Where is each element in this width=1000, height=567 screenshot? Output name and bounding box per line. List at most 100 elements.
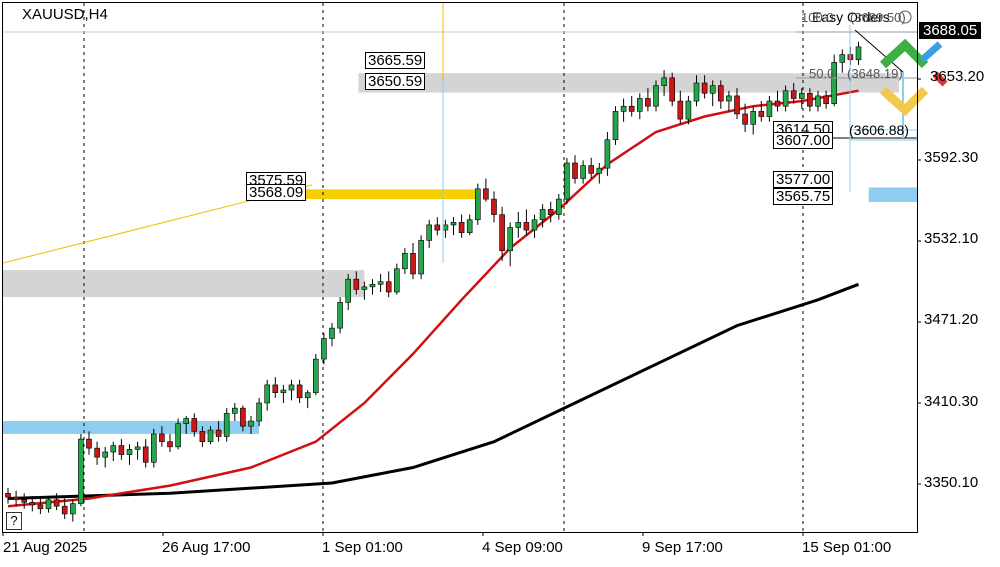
candle-body xyxy=(410,253,416,275)
zone-rect xyxy=(868,187,917,203)
candle-body xyxy=(426,224,433,241)
candle-body xyxy=(126,449,133,455)
current-price-marker: 3688.05 xyxy=(919,22,982,39)
level-label[interactable]: 3607.00 xyxy=(773,132,834,149)
candle-body xyxy=(677,100,684,120)
candle-body xyxy=(669,77,676,102)
price-tick: 3350.10 xyxy=(924,474,979,491)
candle-body xyxy=(248,420,254,427)
candle-body xyxy=(402,253,408,270)
level-label[interactable]: 3577.00 xyxy=(773,171,834,188)
candle-body xyxy=(555,198,562,215)
candle-body xyxy=(636,98,643,112)
candle-body xyxy=(296,384,303,399)
logo-red-stroke xyxy=(932,71,948,87)
candle-body xyxy=(13,496,19,501)
candle-body xyxy=(223,412,230,437)
time-tick: 15 Sep 01:00 xyxy=(802,539,892,556)
candle-body xyxy=(580,165,586,179)
candle-body xyxy=(321,338,327,360)
candle-body xyxy=(491,198,497,215)
level-label[interactable]: 3650.59 xyxy=(365,73,426,90)
fib-price-100: (3689.50) xyxy=(850,10,906,25)
candle-body xyxy=(78,438,84,504)
level-label[interactable]: 3568.09 xyxy=(246,184,307,201)
candle-body xyxy=(466,219,473,233)
easy-orders-icon xyxy=(898,10,912,24)
candle-body xyxy=(604,139,611,169)
candles[interactable] xyxy=(5,41,862,522)
candle-body xyxy=(167,441,173,448)
candle-body xyxy=(45,499,52,510)
candle-body xyxy=(628,105,635,112)
candle-body xyxy=(29,502,36,506)
fib-level-100: 100.0 xyxy=(801,10,834,25)
candle-body xyxy=(474,188,481,221)
help-icon[interactable]: ? xyxy=(6,512,22,530)
symbol-label: XAUUSD,H4 xyxy=(22,6,108,23)
candle-body xyxy=(393,268,400,293)
candle-body xyxy=(709,85,716,94)
candle-body xyxy=(855,46,862,61)
candle-body xyxy=(483,188,489,200)
candle-body xyxy=(588,165,595,174)
candle-body xyxy=(572,162,578,179)
fib-anchor-line xyxy=(854,29,904,73)
candle-body xyxy=(831,62,838,104)
candle-body xyxy=(61,505,68,515)
candle-body xyxy=(742,113,748,125)
candle-body xyxy=(272,384,279,393)
candle-body xyxy=(151,433,157,463)
fib-level-50: 50.0 xyxy=(809,66,835,81)
candle-body xyxy=(839,54,846,63)
ma-fast-line xyxy=(7,89,859,508)
candle-body xyxy=(758,111,765,117)
candle-body xyxy=(377,281,384,285)
candle-body xyxy=(21,499,28,503)
candle-body xyxy=(337,302,343,329)
candle-body xyxy=(515,222,522,228)
price-tick: 3592.30 xyxy=(924,149,979,166)
candle-body xyxy=(434,224,441,231)
candle-body xyxy=(5,492,11,498)
candle-body xyxy=(596,167,603,174)
logo-down-chevron xyxy=(879,86,929,117)
candle-body xyxy=(531,219,538,231)
candle-body xyxy=(183,418,189,424)
candle-body xyxy=(288,384,295,391)
candle-body xyxy=(37,504,44,510)
candle-body xyxy=(70,503,76,515)
candle-body xyxy=(191,418,198,432)
candle-body xyxy=(369,283,376,288)
plot-frame xyxy=(2,2,918,533)
time-tick: 21 Aug 2025 xyxy=(3,539,88,556)
price-tick: 3532.10 xyxy=(924,230,979,247)
candle-body xyxy=(807,93,813,107)
level-label[interactable]: 3565.75 xyxy=(773,188,834,205)
level-label[interactable]: 3665.59 xyxy=(365,52,426,69)
candle-body xyxy=(661,77,667,86)
candle-body xyxy=(207,429,214,442)
easy-orders-label[interactable]: Easy Orders xyxy=(812,9,890,25)
candle-body xyxy=(86,438,92,449)
fib-price-50: (3648.19) xyxy=(847,66,903,81)
candle-body xyxy=(94,447,100,458)
zone-rect xyxy=(261,189,478,200)
candle-body xyxy=(110,445,117,453)
candle-body xyxy=(620,105,627,112)
candle-body xyxy=(134,446,141,450)
ma-slow-line xyxy=(7,282,860,500)
candle-body xyxy=(304,392,311,399)
time-tick: 26 Aug 17:00 xyxy=(162,539,251,556)
candle-body xyxy=(345,278,352,303)
time-tick: 1 Sep 01:00 xyxy=(322,539,403,556)
candle-body xyxy=(280,389,287,393)
candle-body xyxy=(766,100,773,117)
price-tick: 3653.20 xyxy=(930,68,985,85)
candle-body xyxy=(701,82,708,94)
candle-body xyxy=(199,431,206,442)
candle-body xyxy=(53,499,60,507)
candle-body xyxy=(507,227,514,252)
